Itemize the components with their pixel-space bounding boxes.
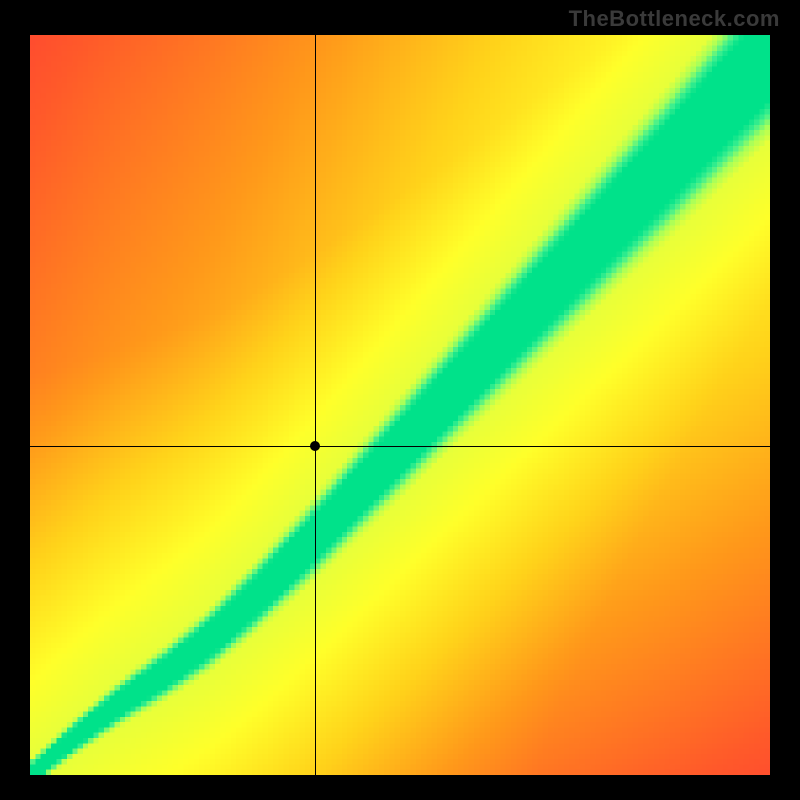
crosshair-marker (310, 441, 320, 451)
crosshair-horizontal (30, 446, 770, 447)
heatmap-canvas (30, 35, 770, 775)
crosshair-vertical (315, 35, 316, 775)
watermark-text: TheBottleneck.com (569, 6, 780, 32)
plot-area (30, 35, 770, 775)
